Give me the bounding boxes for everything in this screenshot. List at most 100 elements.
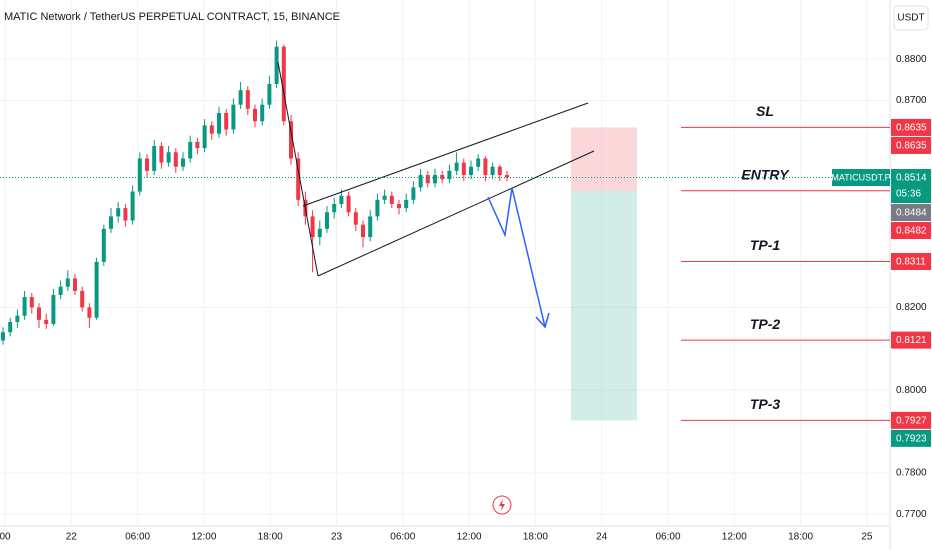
level-label: TP-1 <box>750 237 781 253</box>
price-tag <box>891 221 931 239</box>
candle-body <box>109 216 113 229</box>
candle-body <box>317 228 322 238</box>
channel-upper <box>302 102 589 207</box>
candle-body <box>353 212 358 225</box>
pattern-drawing <box>277 61 595 277</box>
level-label: ENTRY <box>741 166 790 182</box>
candle-body <box>418 175 423 188</box>
price-tag-label: 0.8484 <box>896 208 927 219</box>
candle-body <box>411 187 416 200</box>
risk-box <box>571 127 637 191</box>
x-tick-label: 24 <box>596 532 608 543</box>
price-tag-label: 0.7927 <box>896 415 927 426</box>
price-tag-label: 0.8635 <box>896 123 927 134</box>
candle-body <box>325 212 329 229</box>
candle-body <box>267 83 272 105</box>
candle-body <box>80 290 85 308</box>
candles <box>1 40 509 345</box>
x-tick-label: 18:00 <box>258 532 283 543</box>
candle-body <box>245 90 250 109</box>
levels: SL ENTRY TP-1 TP-2 TP-3 <box>0 103 890 421</box>
candle-body <box>44 319 49 324</box>
candle-body <box>22 297 27 316</box>
candle-body <box>130 191 135 221</box>
candle-body <box>37 307 41 320</box>
candle-body <box>8 321 13 333</box>
candle-body <box>159 146 164 163</box>
projection-arrow <box>487 187 550 329</box>
price-tag-label: 0.8635 <box>896 141 927 152</box>
x-tick-label: 06:00 <box>655 532 680 543</box>
x-tick-label: 18:00 <box>788 532 813 543</box>
candle-body <box>173 152 178 167</box>
candle-body <box>440 175 445 180</box>
candle-body <box>166 152 171 163</box>
y-tick-label: 0.8800 <box>896 54 927 65</box>
candle-body <box>389 195 394 204</box>
candle-body <box>73 278 77 291</box>
x-tick-label: 06:00 <box>390 532 415 543</box>
candle-body <box>476 158 481 167</box>
candle-body <box>51 294 56 324</box>
candle-body <box>145 158 149 171</box>
candle-body <box>238 90 243 105</box>
currency-button[interactable] <box>893 5 929 31</box>
position-boxes <box>571 127 637 421</box>
candle-body <box>368 216 373 238</box>
chart-title: MATIC Network / TetherUS PERPETUAL CONTR… <box>4 11 340 23</box>
price-tag <box>891 252 931 270</box>
candle-body <box>461 162 466 176</box>
candle-body <box>310 216 315 238</box>
candle-body <box>1 332 5 341</box>
x-tick-label: 22 <box>66 532 78 543</box>
candle-body <box>29 297 34 308</box>
y-tick-label: 0.7800 <box>896 468 927 479</box>
channel-lower <box>317 150 595 277</box>
candle-body <box>433 175 437 184</box>
x-tick-label: 18:00 <box>523 532 548 543</box>
x-tick-label: 12:00 <box>722 532 747 543</box>
arrow-head <box>535 312 550 329</box>
price-tag-label: 0.8121 <box>896 335 927 346</box>
candle-body <box>497 166 502 176</box>
candle-body <box>195 141 200 149</box>
x-tick-label: 12:00 <box>191 532 216 543</box>
candle-body <box>483 158 488 176</box>
candle-body <box>87 307 92 318</box>
candle-body <box>94 261 99 318</box>
candle-body <box>224 112 229 130</box>
y-tick-label: 0.7700 <box>896 509 927 520</box>
candle-body <box>274 46 279 84</box>
candle-body <box>339 195 344 204</box>
icon-bolt <box>499 499 505 511</box>
candle-body <box>490 166 495 176</box>
x-tick-label: 12:00 <box>457 532 482 543</box>
arrow-path <box>487 187 546 328</box>
reward-box <box>571 190 637 421</box>
price-tags: 0.8635 0.8635 0.8514 05:36 MATICUSDT.P 0.8484… <box>831 118 931 447</box>
price-tag <box>891 203 931 221</box>
x-tick-label: 25 <box>861 532 873 543</box>
candle-body <box>375 199 380 217</box>
candle-body <box>361 224 365 238</box>
candle-body <box>116 208 121 217</box>
y-tick-label: 0.8000 <box>896 385 927 396</box>
level-label: TP-3 <box>750 396 781 412</box>
candle-body <box>404 199 409 209</box>
y-tick-label: 0.8200 <box>896 302 927 313</box>
price-tag-label: 0.8482 <box>896 226 927 237</box>
candle-body <box>454 162 459 171</box>
replay-icon[interactable] <box>492 495 512 515</box>
x-tick-label: 06:00 <box>125 532 150 543</box>
candle-body <box>188 141 193 159</box>
y-tick-label: 0.8700 <box>896 95 927 106</box>
candle-body <box>505 175 509 178</box>
candle-body <box>152 146 157 171</box>
candle-body <box>281 46 286 122</box>
candle-body <box>217 112 221 134</box>
candle-body <box>260 104 265 122</box>
candle-body <box>332 203 337 213</box>
candle-body <box>202 125 207 149</box>
